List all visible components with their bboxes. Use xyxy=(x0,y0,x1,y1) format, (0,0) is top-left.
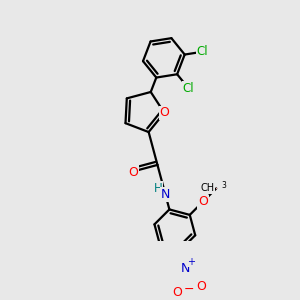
Text: −: − xyxy=(183,283,194,296)
Text: O: O xyxy=(198,195,208,208)
Text: Cl: Cl xyxy=(196,45,208,58)
Text: O: O xyxy=(173,286,183,299)
Text: N: N xyxy=(161,188,170,201)
Text: O: O xyxy=(196,280,206,293)
Text: CH: CH xyxy=(200,183,214,194)
Text: N: N xyxy=(181,262,190,275)
Text: +: + xyxy=(187,257,195,267)
Text: 3: 3 xyxy=(221,181,226,190)
Text: O: O xyxy=(129,166,139,179)
Text: Cl: Cl xyxy=(182,82,194,94)
Text: O: O xyxy=(216,188,217,189)
Text: H: H xyxy=(154,182,162,195)
Text: O: O xyxy=(159,106,169,119)
